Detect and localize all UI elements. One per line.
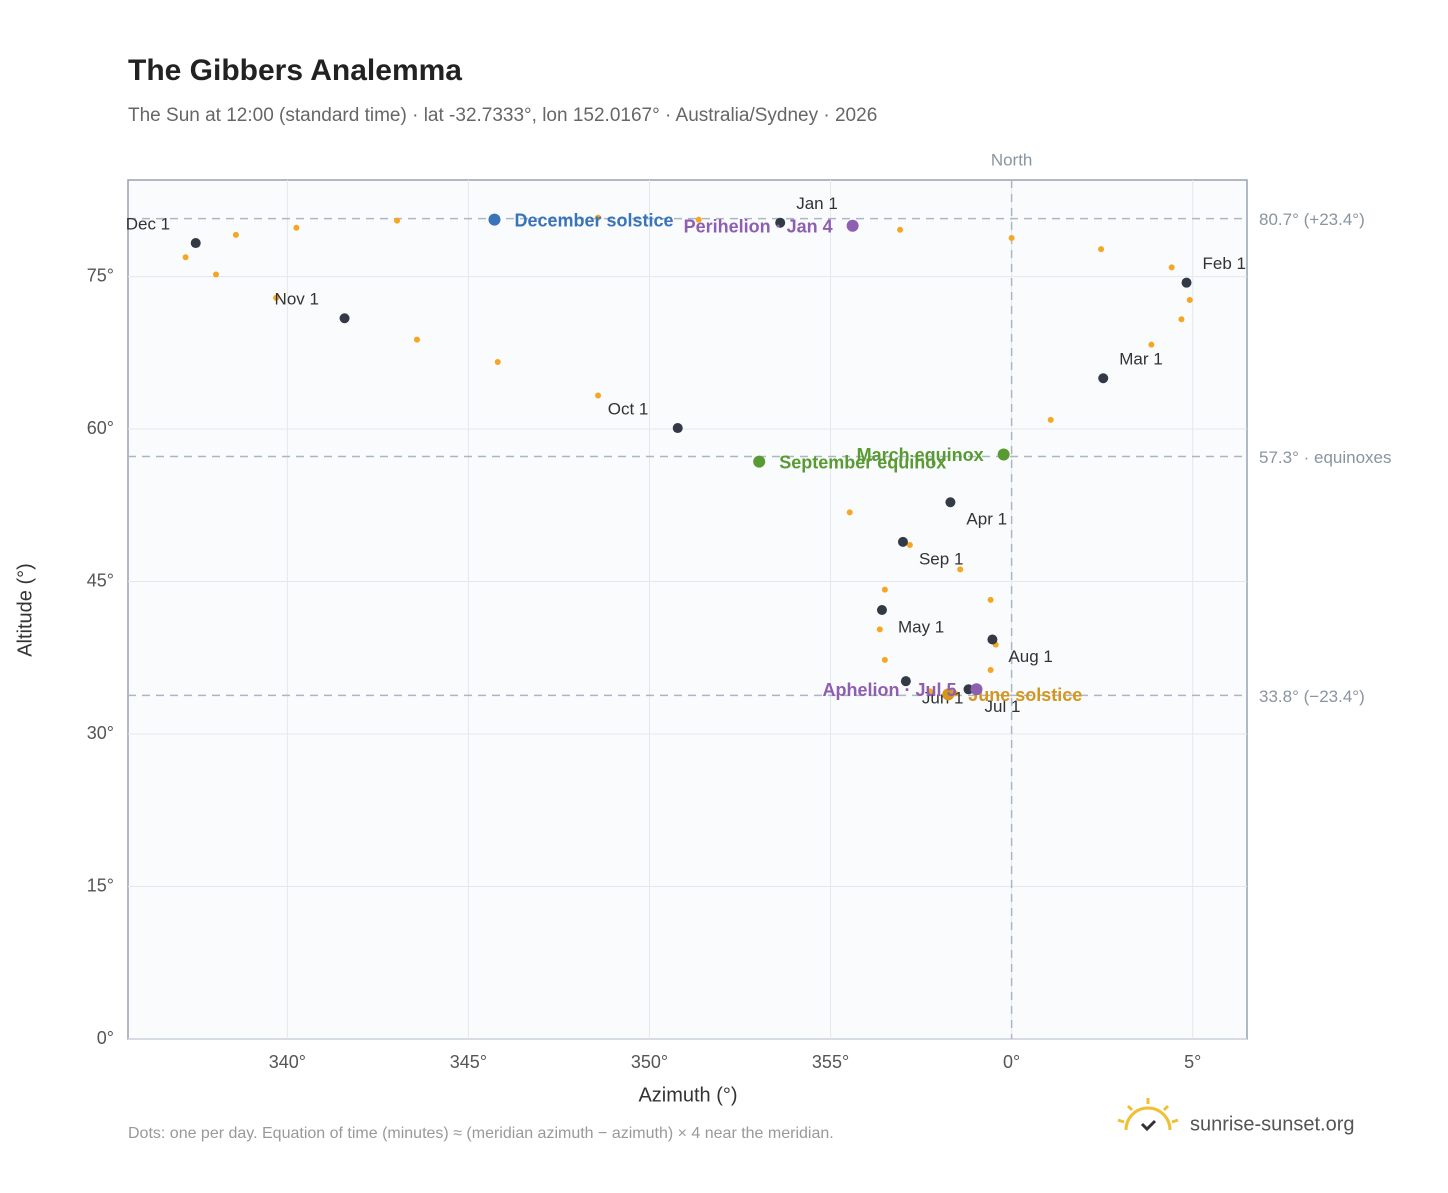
event-label: March equinox [857,445,984,465]
plot-area [127,179,1248,1040]
footnote: Dots: one per day. Equation of time (min… [128,1125,834,1142]
daily-dot [957,566,964,573]
daily-dot [394,217,401,224]
daily-dot [927,688,934,695]
y-tick-label: 15° [87,875,114,895]
month-marker [1181,277,1192,288]
y-tick-label: 75° [87,265,114,285]
daily-dot [1186,296,1193,303]
logo [1117,1098,1179,1132]
daily-dot [273,294,280,301]
y-axis-label: Altitude (°) [14,563,36,657]
month-marker [672,423,683,434]
event-marker [970,683,983,696]
x-axis-label: Azimuth (°) [638,1084,737,1106]
event-label: December solstice [514,210,673,230]
month-label: Mar 1 [1119,350,1162,369]
event-marker [753,455,766,468]
month-marker [897,536,908,547]
daily-dot [897,226,904,233]
month-label: Jan 1 [796,194,838,213]
north-label: North [991,150,1033,169]
reference-label: 33.8° (−23.4°) [1259,687,1365,706]
event-marker [942,688,955,701]
daily-dot [987,666,994,673]
month-label: Feb 1 [1203,254,1246,273]
daily-dot [595,214,602,221]
event-label: Perihelion · Jan 4 [684,216,833,236]
x-tick-label: 340° [269,1052,306,1072]
month-label: Dec 1 [126,215,170,234]
daily-dot [876,626,883,633]
daily-dot [293,224,300,231]
daily-dot [881,656,888,663]
month-marker [339,313,350,324]
month-label: Oct 1 [608,400,649,419]
y-tick-label: 60° [87,418,114,438]
brand: sunrise-sunset.org [1190,1113,1355,1135]
month-label: Aug 1 [1008,647,1052,666]
month-label: Jul 1 [985,697,1021,716]
month-marker [900,676,911,687]
event-marker [488,213,501,226]
daily-dot [1008,234,1015,241]
month-marker [963,684,974,695]
month-marker [190,238,201,249]
reference-label: 80.7° (+23.4°) [1259,210,1365,229]
x-tick-label: 0° [1003,1052,1020,1072]
daily-dot [494,358,501,365]
y-tick-label: 45° [87,570,114,590]
month-marker [876,605,887,616]
month-label: Sep 1 [919,549,963,568]
daily-dot [1047,416,1054,423]
daily-dot [1168,264,1175,271]
month-label: May 1 [898,617,944,636]
daily-dot [595,392,602,399]
reference-label: 57.3° · equinoxes [1259,448,1392,467]
month-marker [775,217,786,228]
month-marker [1098,373,1109,384]
chart-title: The Gibbers Analemma [128,54,462,87]
subtitle: The Sun at 12:00 (standard time) · lat -… [128,105,877,126]
x-tick-label: 345° [450,1052,487,1072]
daily-dot [695,216,702,223]
event-label: Aphelion · Jul 5 [822,680,956,700]
month-label: Apr 1 [966,510,1007,529]
event-label: September equinox [779,452,946,472]
y-tick-label: 0° [97,1028,114,1048]
daily-dot [212,271,219,278]
daily-dot [846,509,853,516]
month-marker [987,634,998,645]
event-label: June solstice [968,685,1082,705]
month-marker [945,497,956,508]
y-tick-label: 30° [87,723,114,743]
x-tick-label: 5° [1184,1052,1201,1072]
x-tick-label: 355° [812,1052,849,1072]
month-label: Nov 1 [275,290,319,309]
daily-dot [232,231,239,238]
daily-dot [1148,341,1155,348]
daily-dot [182,254,189,261]
x-tick-label: 350° [631,1052,668,1072]
daily-dot [1178,316,1185,323]
event-marker [846,219,859,232]
daily-dot [906,541,913,548]
event-marker [997,448,1010,461]
daily-dot [413,336,420,343]
daily-dot [987,596,994,603]
daily-dot [881,586,888,593]
daily-dot [1098,246,1105,253]
